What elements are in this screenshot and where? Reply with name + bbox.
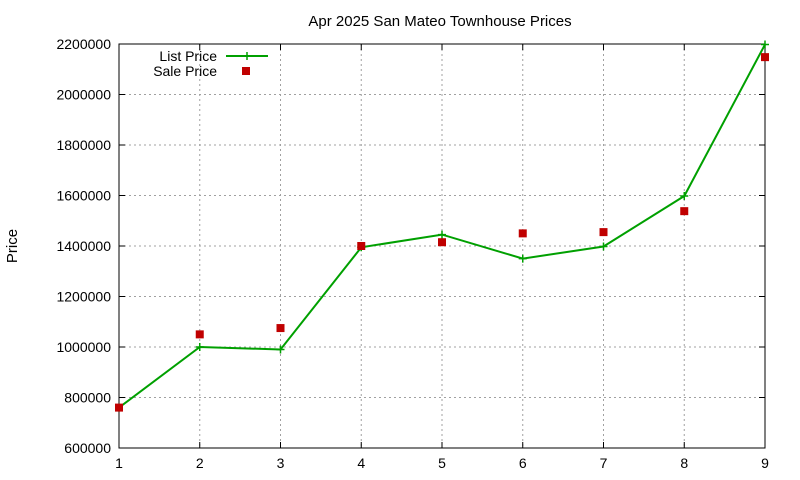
sale-price-point [115, 403, 123, 412]
sale-price-point [357, 242, 366, 250]
x-tick-label: 1 [115, 455, 123, 471]
legend: List Price Sale Price [153, 48, 268, 79]
y-tick-label: 800000 [64, 390, 111, 406]
list-price-point [195, 343, 204, 351]
legend-label-sale-price: Sale Price [153, 63, 217, 79]
sale-price-point [438, 238, 446, 247]
chart-title: Apr 2025 San Mateo Townhouse Prices [308, 13, 571, 30]
sale-price-point [680, 207, 689, 216]
list-price-point [599, 242, 608, 251]
y-tick-label: 1400000 [56, 238, 111, 254]
y-tick-label: 600000 [64, 440, 111, 456]
sale-price-point [599, 228, 608, 237]
axis-ticks: 600000 800000 1000000 1200000 1400000 1600000… [56, 36, 769, 471]
x-tick-label: 5 [438, 455, 446, 471]
x-tick-label: 2 [196, 455, 204, 471]
x-tick-label: 6 [519, 455, 527, 471]
y-tick-label: 2200000 [56, 36, 111, 52]
x-tick-label: 3 [277, 455, 285, 471]
list-price-point [518, 254, 527, 263]
y-axis-label: Price [4, 229, 21, 263]
list-price-point [680, 192, 689, 201]
sale-price-point [195, 330, 204, 339]
x-tick-label: 7 [600, 455, 608, 471]
y-tick-label: 2000000 [56, 87, 111, 103]
y-tick-label: 1200000 [56, 289, 111, 305]
sale-price-point [276, 324, 285, 333]
sale-price-point [761, 53, 769, 62]
y-tick-label: 1800000 [56, 137, 111, 153]
list-price-point [276, 345, 285, 354]
x-tick-label: 4 [357, 455, 365, 471]
legend-marker-list-price [243, 52, 251, 60]
sale-price-point [518, 229, 527, 238]
series-layer [115, 40, 769, 412]
list-price-point [438, 230, 446, 239]
x-tick-label: 8 [680, 455, 688, 471]
list-price-point [761, 40, 769, 49]
y-tick-label: 1000000 [56, 339, 111, 355]
y-tick-label: 1600000 [56, 188, 111, 204]
x-tick-label: 9 [761, 455, 769, 471]
legend-marker-sale-price [242, 67, 250, 75]
legend-label-list-price: List Price [159, 48, 217, 64]
list-price-line [118, 44, 766, 409]
